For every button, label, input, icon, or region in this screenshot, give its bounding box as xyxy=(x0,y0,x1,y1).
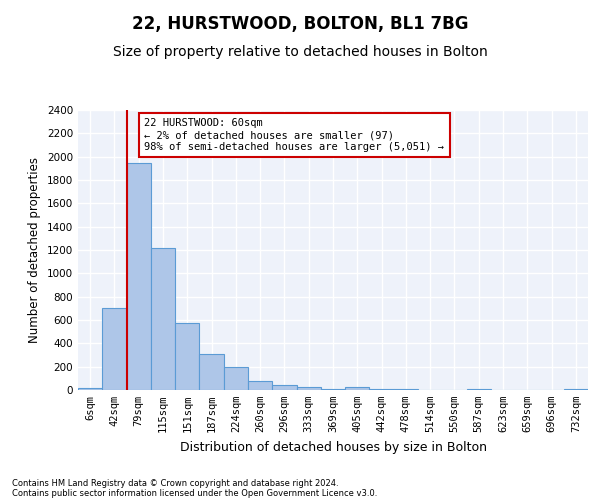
Bar xyxy=(224,366,248,390)
Bar xyxy=(345,386,370,390)
Bar xyxy=(248,381,272,390)
Bar xyxy=(127,162,151,390)
Text: Contains public sector information licensed under the Open Government Licence v3: Contains public sector information licen… xyxy=(12,488,377,498)
X-axis label: Distribution of detached houses by size in Bolton: Distribution of detached houses by size … xyxy=(179,440,487,454)
Bar xyxy=(175,323,199,390)
Text: 22 HURSTWOOD: 60sqm
← 2% of detached houses are smaller (97)
98% of semi-detache: 22 HURSTWOOD: 60sqm ← 2% of detached hou… xyxy=(145,118,444,152)
Text: Size of property relative to detached houses in Bolton: Size of property relative to detached ho… xyxy=(113,45,487,59)
Bar xyxy=(272,386,296,390)
Bar xyxy=(296,386,321,390)
Text: 22, HURSTWOOD, BOLTON, BL1 7BG: 22, HURSTWOOD, BOLTON, BL1 7BG xyxy=(132,15,468,33)
Bar xyxy=(467,388,491,390)
Text: Contains HM Land Registry data © Crown copyright and database right 2024.: Contains HM Land Registry data © Crown c… xyxy=(12,478,338,488)
Bar xyxy=(102,308,127,390)
Bar xyxy=(199,354,224,390)
Y-axis label: Number of detached properties: Number of detached properties xyxy=(28,157,41,343)
Bar xyxy=(78,388,102,390)
Bar xyxy=(151,248,175,390)
